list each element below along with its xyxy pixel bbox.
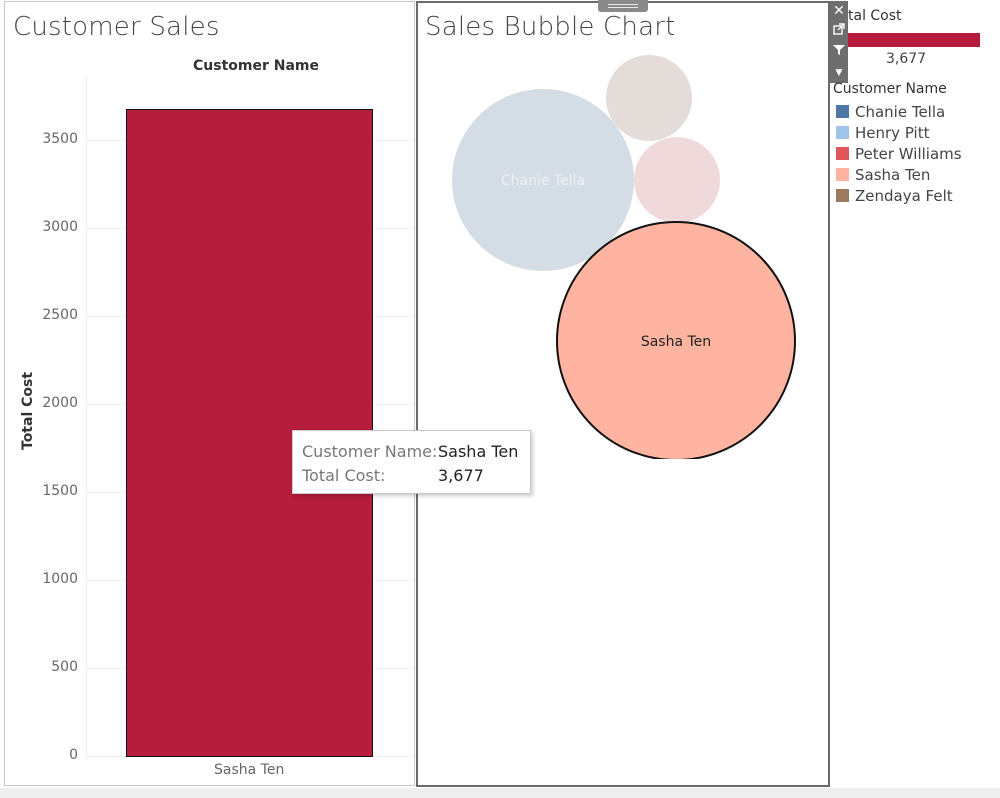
worksheet-toolbar: ✕ ▼ xyxy=(830,1,848,83)
legend-label: Peter Williams xyxy=(855,145,962,163)
legend-item-sasha-ten[interactable]: Sasha Ten xyxy=(836,166,930,186)
legend-label: Sasha Ten xyxy=(855,166,931,184)
tooltip-cost-value: 3,677 xyxy=(438,466,484,485)
legend-title-total-cost: tal Cost xyxy=(848,8,902,24)
legend-label: Chanie Tella xyxy=(855,103,946,121)
bubble-unlabeled-2[interactable] xyxy=(634,137,720,223)
tooltip: Customer Name:Sasha Ten Total Cost: 3,677 xyxy=(292,430,531,494)
filter-icon[interactable] xyxy=(830,42,848,62)
tooltip-customer-value: Sasha Ten xyxy=(438,442,519,461)
bubble-chanie-tella[interactable] xyxy=(452,89,634,271)
popout-icon[interactable] xyxy=(830,21,848,41)
bubble-label: Sasha Ten xyxy=(641,334,711,350)
legend-label: Zendaya Felt xyxy=(855,187,953,205)
sheet-title-bubble-chart: Sales Bubble Chart xyxy=(425,12,676,42)
drag-handle[interactable] xyxy=(598,0,648,12)
legend-item-chanie-tella[interactable]: Chanie Tella xyxy=(836,103,945,123)
close-icon[interactable]: ✕ xyxy=(833,3,845,19)
y-tick-label: 2500 xyxy=(42,307,78,323)
tooltip-customer-key: Customer Name: xyxy=(302,442,438,461)
y-tick-label: 3000 xyxy=(42,219,78,235)
legend-label: Henry Pitt xyxy=(855,124,930,142)
legend-title-customer-name: Customer Name xyxy=(833,81,947,97)
y-axis-line xyxy=(86,76,87,758)
bubble-unlabeled-1[interactable] xyxy=(606,55,692,141)
y-tick-label: 500 xyxy=(51,659,78,675)
column-header: Customer Name xyxy=(193,58,319,74)
chevron-down-icon[interactable]: ▼ xyxy=(835,68,843,78)
total-cost-legend-value: 3,677 xyxy=(886,51,927,67)
legend-item-peter-williams[interactable]: Peter Williams xyxy=(836,145,962,165)
sheet-title-customer-sales: Customer Sales xyxy=(13,12,220,42)
legend-swatch xyxy=(836,147,849,160)
legend-swatch xyxy=(836,126,849,139)
y-tick-label: 3500 xyxy=(42,131,78,147)
bottom-strip xyxy=(0,788,1000,798)
legend-swatch xyxy=(836,105,849,118)
legend-swatch xyxy=(836,189,849,202)
legend-item-zendaya-felt[interactable]: Zendaya Felt xyxy=(836,187,953,207)
total-cost-color-bar xyxy=(848,33,980,47)
y-tick-label: 0 xyxy=(69,747,78,763)
y-tick-label: 1500 xyxy=(42,483,78,499)
bubble-sasha-ten[interactable] xyxy=(556,221,796,460)
y-tick-label: 2000 xyxy=(42,395,78,411)
tooltip-cost-key: Total Cost: xyxy=(302,466,386,485)
y-tick-label: 1000 xyxy=(42,571,78,587)
x-tick-label: Sasha Ten xyxy=(214,762,285,778)
legend-swatch xyxy=(836,168,849,181)
legend-item-henry-pitt[interactable]: Henry Pitt xyxy=(836,124,929,144)
bubble-label: Chanie Tella xyxy=(501,173,585,189)
